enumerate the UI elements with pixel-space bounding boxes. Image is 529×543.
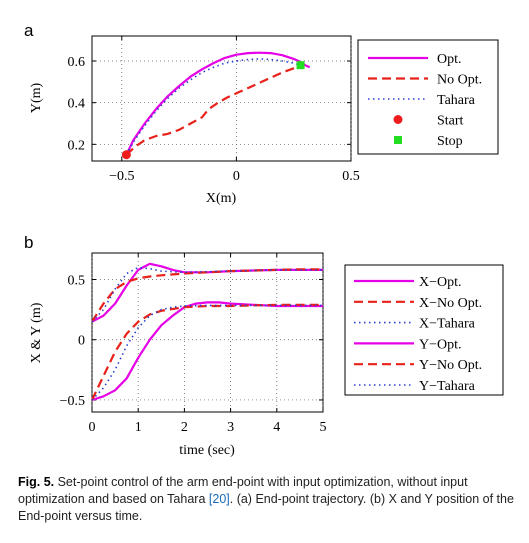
panel-a-axes-box <box>91 35 352 162</box>
x-tick-label: −0.5 <box>109 169 134 184</box>
x-tick-label: 3 <box>227 420 234 435</box>
y-tick-label: −0.5 <box>60 394 85 409</box>
legend-label: Stop <box>437 134 463 149</box>
panel-a-grid <box>92 36 352 161</box>
y-tick-label: 0.4 <box>68 97 86 112</box>
legend-label: Opt. <box>437 52 462 67</box>
series-line-opt- <box>125 51 311 156</box>
series-line-y-no-opt- <box>91 303 323 401</box>
x-tick-label: 2 <box>181 420 188 435</box>
panel-a-y-axis-label: Y(m) <box>29 83 44 114</box>
x-tick-label: 0 <box>233 169 240 184</box>
x-tick-label: 0 <box>89 420 96 435</box>
panel-b-y-axis-label: X & Y (m) <box>29 302 44 363</box>
caption-reference-link[interactable]: [20] <box>208 492 230 506</box>
y-tick-label: 0.6 <box>68 55 86 70</box>
legend-swatch <box>393 115 403 124</box>
caption-text-before: Set-point control of the arm end-point w… <box>18 475 468 506</box>
marker-stop <box>296 61 305 70</box>
panel-b-ticks: 0 1 2 3 4 5 −0.5 0 0.5 <box>60 253 327 435</box>
panel-a-markers <box>121 61 305 160</box>
figure-caption: Fig. 5. Set-point control of the arm end… <box>18 474 518 525</box>
legend-label: Start <box>437 114 464 129</box>
y-tick-label: 0.5 <box>68 274 86 289</box>
x-tick-label: 1 <box>135 420 142 435</box>
panel-b-series <box>91 262 323 402</box>
caption-text-after: . (a) End-point trajectory. (b) X and Y … <box>18 492 514 523</box>
panel-a-ticks: −0.5 0 0.5 0.2 0.4 0.6 <box>68 36 360 184</box>
panel-b-x-axis-label: time (sec) <box>179 443 235 458</box>
panel-a-chart: −0.5 0 0.5 0.2 0.4 0.6 X(m) Y(m) Opt. No Opt. T… <box>29 35 499 206</box>
legend-label: Tahara <box>437 93 476 108</box>
legend-swatch <box>394 136 402 144</box>
panel-a-x-axis-label: X(m) <box>206 191 237 206</box>
panel-a-series <box>125 51 311 156</box>
marker-start <box>121 150 131 160</box>
legend-label: Y−No Opt. <box>419 358 482 373</box>
series-line-x-no-opt- <box>91 268 323 323</box>
y-tick-label: 0 <box>78 334 85 349</box>
legend-label: No Opt. <box>437 73 482 88</box>
x-tick-label: 0.5 <box>342 169 360 184</box>
x-tick-label: 4 <box>273 420 280 435</box>
x-tick-label: 5 <box>320 420 327 435</box>
panel-b-chart: 0 1 2 3 4 5 −0.5 0 0.5 time (sec) X & Y (m) X−Op… <box>29 252 504 458</box>
legend-label: Y−Opt. <box>419 337 462 352</box>
legend-label: X−Opt. <box>419 275 462 290</box>
legend-label: Y−Tahara <box>419 379 476 394</box>
legend-label: X−Tahara <box>419 317 476 332</box>
series-line-tahara <box>125 58 301 156</box>
legend-label: X−No Opt. <box>419 296 482 311</box>
panel-b-legend: X−Opt. X−No Opt. X−Tahara Y−Opt. Y−No Opt. Y−… <box>344 264 504 396</box>
y-tick-label: 0.2 <box>68 138 86 153</box>
series-line-no-opt- <box>125 64 302 156</box>
panel-b-legend-box <box>344 264 504 396</box>
panel-a-legend: Opt. No Opt. Tahara Start Stop <box>357 39 499 155</box>
caption-label: Fig. 5. <box>18 475 55 489</box>
panel-b-grid <box>91 253 324 412</box>
panel-b-letter: b <box>24 233 33 252</box>
panel-a-letter: a <box>24 21 34 40</box>
